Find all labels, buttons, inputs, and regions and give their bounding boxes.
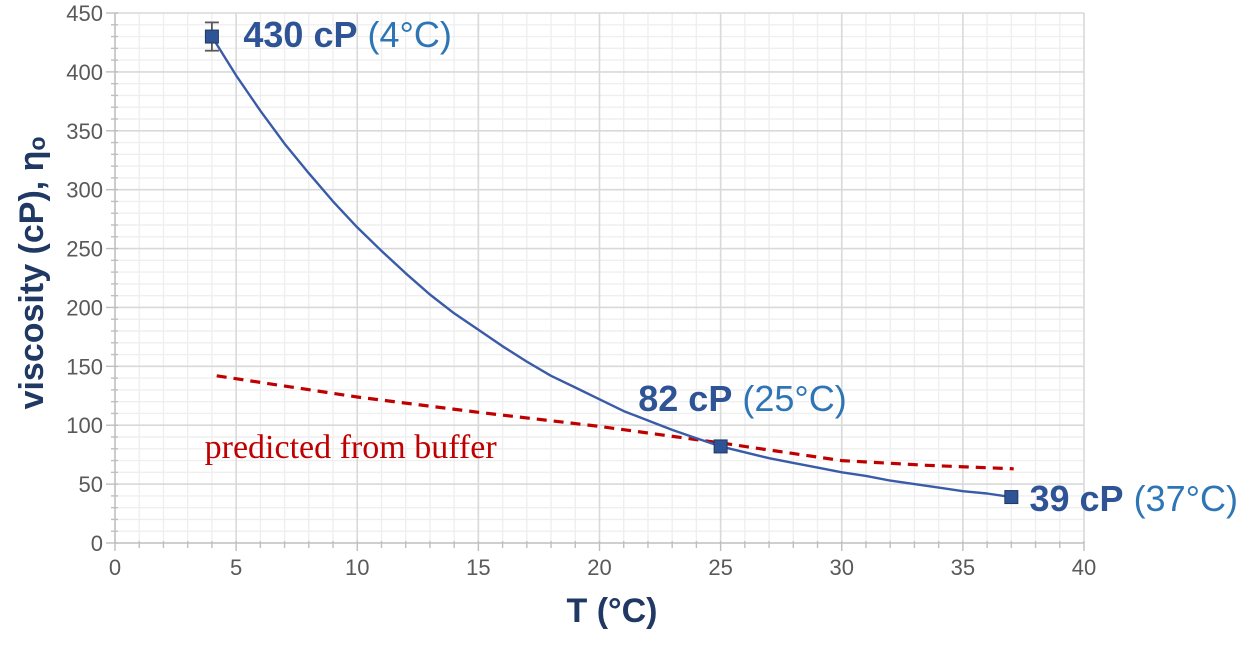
- y-tick-labels: 0 50 100 150 200 250 300 350 400 450: [66, 1, 103, 556]
- y-tick-label: 300: [66, 178, 103, 203]
- x-tick-label: 35: [951, 555, 975, 580]
- x-tick-label: 10: [345, 555, 369, 580]
- y-tick-label: 400: [66, 60, 103, 85]
- series-predicted-from-buffer: [216, 374, 1014, 471]
- data-point-markers: [204, 29, 1019, 505]
- y-tick-label: 200: [66, 295, 103, 320]
- x-tick-label: 20: [587, 555, 611, 580]
- y-tick-label: 150: [66, 354, 103, 379]
- y-tick-label: 450: [66, 1, 103, 26]
- y-tick-label: 0: [91, 531, 103, 556]
- annotation-predicted-from-buffer: predicted from buffer: [205, 429, 498, 466]
- y-tick-label: 250: [66, 237, 103, 262]
- x-axis-ticks: [114, 541, 1085, 551]
- x-tick-labels: 0 5 10 15 20 25 30 35 40: [109, 555, 1096, 580]
- x-tick-label: 40: [1072, 555, 1096, 580]
- point-labels: 430 cP (4°C) 82 cP (25°C) 39 cP (37°C): [243, 14, 1238, 519]
- data-point-marker: [713, 439, 728, 454]
- y-tick-label: 350: [66, 119, 103, 144]
- y-axis-ticks: [106, 12, 118, 544]
- point-label: 82 cP (25°C): [638, 378, 847, 419]
- x-tick-label: 25: [708, 555, 732, 580]
- y-tick-label: 100: [66, 413, 103, 438]
- x-tick-label: 30: [830, 555, 854, 580]
- point-label: 430 cP (4°C): [243, 14, 452, 55]
- x-tick-label: 5: [230, 555, 242, 580]
- x-tick-label: 15: [466, 555, 490, 580]
- series-measured: [210, 35, 1013, 499]
- point-label: 39 cP (37°C): [1029, 478, 1238, 519]
- data-point-marker: [1004, 490, 1019, 505]
- y-tick-label: 50: [79, 472, 103, 497]
- data-point-marker: [204, 29, 219, 44]
- x-tick-label: 0: [109, 555, 121, 580]
